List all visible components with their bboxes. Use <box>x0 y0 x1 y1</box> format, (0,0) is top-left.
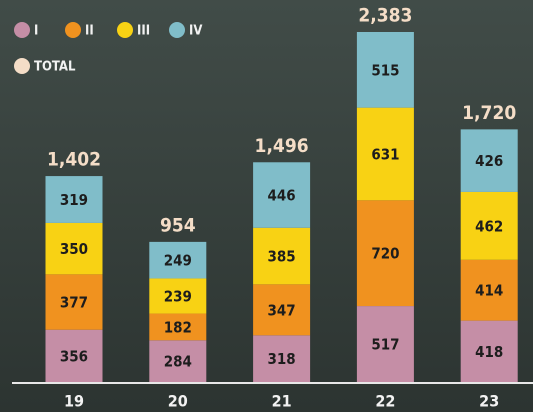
segment-label: 350 <box>60 240 88 258</box>
legend-swatch <box>14 22 30 38</box>
segment-label: 377 <box>60 294 88 312</box>
legend-swatch <box>65 22 81 38</box>
segment-label: 239 <box>164 288 192 306</box>
segment-label: 284 <box>164 353 192 371</box>
bar-segment <box>253 284 311 336</box>
segment-label: 462 <box>475 217 503 235</box>
bar-segment <box>460 259 518 321</box>
segment-label: 418 <box>475 343 503 361</box>
segment-label: 319 <box>60 191 88 209</box>
bar-segment <box>253 162 311 228</box>
legend-swatch <box>117 22 133 38</box>
bar-segment <box>356 306 414 382</box>
bar-segment <box>253 335 311 382</box>
bar-segment <box>356 32 414 108</box>
bar-segment <box>45 222 103 275</box>
x-tick-label: 23 <box>479 392 499 411</box>
bar-segment <box>460 320 518 382</box>
legend-label: III <box>137 24 150 39</box>
total-label: 2,383 <box>358 5 412 27</box>
legend-label: I <box>34 24 38 39</box>
total-label: 1,496 <box>255 135 309 157</box>
segment-label: 249 <box>164 252 192 270</box>
total-label: 1,720 <box>462 102 516 124</box>
x-tick-label: 22 <box>375 392 395 411</box>
segment-label: 426 <box>475 152 503 170</box>
bar-segment <box>45 329 103 382</box>
segment-label: 446 <box>268 187 296 205</box>
bar-segment <box>356 107 414 201</box>
legend-label: II <box>85 24 94 39</box>
legend-swatch <box>14 58 30 74</box>
segment-label: 517 <box>371 336 399 354</box>
bar-segment <box>149 313 207 341</box>
bar-segment <box>149 278 207 314</box>
segment-label: 356 <box>60 347 88 365</box>
legend-label: IV <box>189 24 202 39</box>
bar-segment <box>253 227 311 285</box>
x-tick-label: 19 <box>64 392 84 411</box>
segment-label: 347 <box>268 301 296 319</box>
segment-label: 720 <box>371 245 399 263</box>
bar-segment <box>460 191 518 260</box>
legend-label: TOTAL <box>34 60 76 75</box>
bar-segment <box>356 200 414 307</box>
total-label: 1,402 <box>47 149 101 171</box>
x-tick-label: 21 <box>272 392 292 411</box>
bar-segment <box>149 241 207 279</box>
bar-segment <box>149 340 207 382</box>
x-tick-label: 20 <box>168 392 188 411</box>
segment-label: 414 <box>475 282 503 300</box>
bar-segment <box>45 176 103 223</box>
bar-segment <box>45 274 103 330</box>
segment-label: 631 <box>371 145 399 163</box>
bar-segment <box>460 129 518 192</box>
legend-swatch <box>169 22 185 38</box>
segment-label: 182 <box>164 318 192 336</box>
total-label: 954 <box>160 214 196 236</box>
segment-label: 318 <box>268 350 296 368</box>
segment-label: 515 <box>371 61 399 79</box>
segment-label: 385 <box>268 248 296 266</box>
